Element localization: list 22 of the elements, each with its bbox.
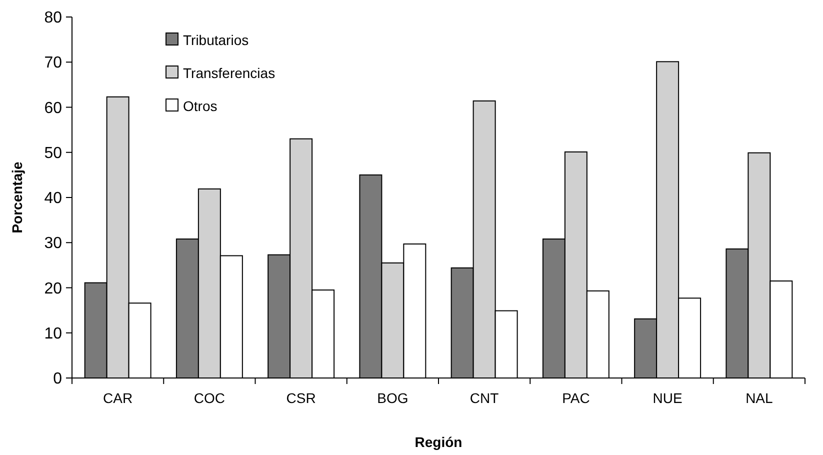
y-tick-label: 40	[44, 190, 62, 208]
legend-label: Transferencias	[183, 64, 276, 81]
x-tick-label: CSR	[286, 390, 316, 406]
y-axis-title: Porcentaje	[9, 161, 25, 234]
y-tick-label: 20	[44, 280, 62, 298]
y-tick-label: 50	[44, 144, 62, 162]
x-tick-label: PAC	[562, 390, 590, 406]
y-tick-label: 0	[53, 370, 62, 388]
x-tick-label: COC	[194, 390, 225, 406]
x-tick-label: CNT	[470, 390, 500, 406]
legend-label: Otros	[183, 98, 218, 114]
x-tick-label: CAR	[103, 390, 133, 406]
y-tick-label: 80	[44, 10, 62, 27]
legend-label: Tributarios	[183, 32, 249, 48]
y-tick-label: 10	[44, 325, 62, 342]
y-tick-label: 30	[44, 235, 62, 252]
y-tick-label: 60	[44, 100, 62, 117]
x-axis-title: Región	[414, 434, 462, 450]
x-tick-label: NAL	[746, 390, 774, 406]
x-tick-label: BOG	[377, 390, 408, 406]
y-tick-label: 70	[44, 54, 62, 72]
x-tick-label: NUE	[652, 390, 682, 406]
